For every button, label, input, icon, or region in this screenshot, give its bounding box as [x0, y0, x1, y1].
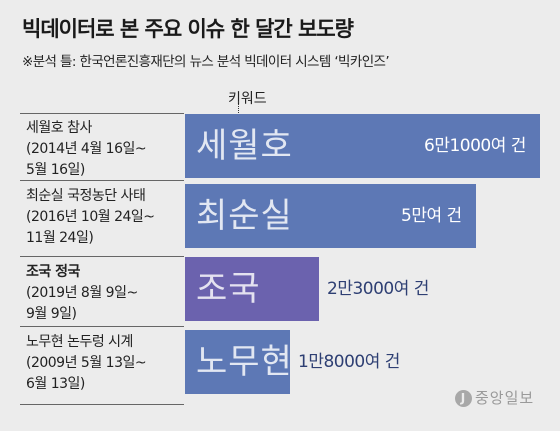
- row-divider: [20, 180, 184, 181]
- event-name: 조국 정국: [26, 264, 80, 280]
- row-divider: [20, 256, 184, 257]
- event-name: 노무현 논두렁 시계: [26, 334, 133, 350]
- bar-keyword-label: 최순실: [196, 196, 293, 236]
- publisher-logo: J 중앙일보: [455, 387, 534, 408]
- row-label: 조국 정국 (2019년 8월 9일~ 9월 9일): [26, 262, 138, 325]
- row-divider: [20, 113, 184, 114]
- logo-mark-icon: J: [455, 390, 472, 407]
- event-name: 세월호 참사: [26, 120, 92, 136]
- event-period: 11월 24일): [26, 230, 94, 246]
- event-period: 5월 16일): [26, 162, 85, 178]
- bar-value-label: 6만1000여 건: [424, 136, 526, 156]
- event-period: (2014년 4월 16일~: [26, 141, 147, 157]
- bar: [185, 114, 540, 178]
- bar-value-label: 2만3000여 건: [327, 279, 429, 299]
- row-label: 최순실 국정농단 사태 (2016년 10월 24일~ 11월 24일): [26, 186, 155, 249]
- event-period: 9월 9일): [26, 306, 77, 322]
- bar-value-label: 1만8000여 건: [298, 352, 400, 372]
- chart-title: 빅데이터로 본 주요 이슈 한 달간 보도량: [22, 17, 354, 41]
- bar: [185, 184, 476, 248]
- bar: [185, 330, 290, 394]
- row-divider: [20, 326, 184, 327]
- event-period: (2019년 8월 9일~: [26, 285, 138, 301]
- bar-keyword-label: 세월호: [196, 126, 293, 166]
- bar: [185, 257, 319, 321]
- row-label: 노무현 논두렁 시계 (2009년 5월 13일~ 6월 13일): [26, 332, 147, 395]
- bar-value-label: 5만여 건: [401, 206, 462, 226]
- event-period: (2009년 5월 13일~: [26, 355, 147, 371]
- row-label: 세월호 참사 (2014년 4월 16일~ 5월 16일): [26, 118, 147, 181]
- event-period: 6월 13일): [26, 376, 85, 392]
- source-note: ※분석 틀: 한국언론진흥재단의 뉴스 분석 빅데이터 시스템 ‘빅카인즈’: [22, 54, 390, 70]
- event-period: (2016년 10월 24일~: [26, 209, 155, 225]
- row-divider: [20, 404, 184, 405]
- logo-text: 중앙일보: [475, 389, 535, 407]
- bar-keyword-label: 노무현: [196, 342, 293, 382]
- bar-keyword-label: 조국: [196, 269, 261, 309]
- legend-leader-line: [238, 101, 240, 125]
- event-name: 최순실 국정농단 사태: [26, 188, 146, 204]
- legend-label: 키워드: [228, 91, 267, 107]
